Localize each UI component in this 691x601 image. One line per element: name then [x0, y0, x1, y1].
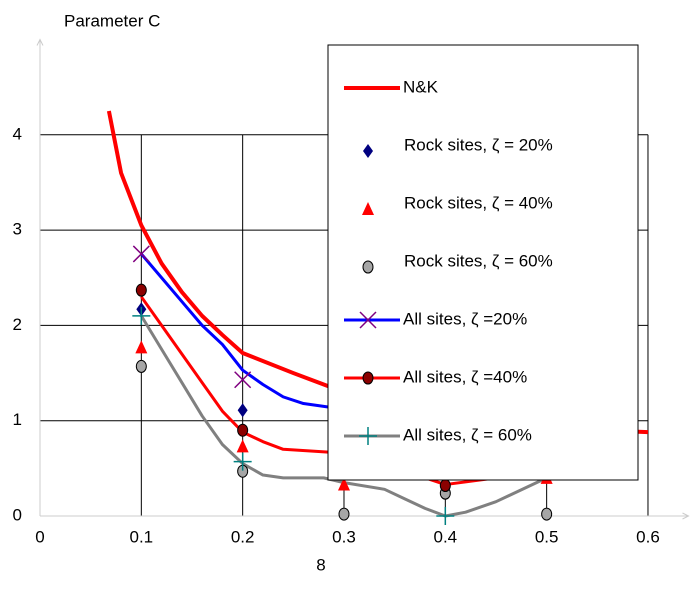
marker-circle	[135, 359, 147, 373]
marker-triangle	[337, 477, 350, 491]
y-tick-label: 4	[13, 124, 22, 143]
x-tick-label: 0.3	[332, 527, 356, 546]
legend: N&K Rock sites, ζ = 20% Rock sites, ζ = 40…	[327, 44, 639, 481]
legend-label: Rock sites, ζ = 60%	[404, 251, 553, 270]
marker-diamond	[237, 403, 248, 418]
marker-circle	[237, 423, 249, 437]
legend-label: N&K	[403, 77, 439, 96]
marker-triangle	[135, 340, 148, 354]
series-line	[140, 295, 548, 487]
x-axis-label: 8	[316, 555, 325, 574]
x-tick-label: 0.2	[231, 527, 255, 546]
marker-circle	[338, 507, 350, 521]
marker-circle	[362, 260, 374, 274]
marker-diamond	[363, 144, 373, 158]
x-tick-label: 0	[35, 527, 44, 546]
legend-label: Rock sites, ζ = 40%	[404, 193, 553, 212]
legend-label: Rock sites, ζ = 20%	[404, 135, 553, 154]
x-tick-label: 0.6	[636, 527, 660, 546]
y-tick-label: 3	[13, 220, 22, 239]
marker-plus	[132, 306, 151, 325]
marker-x	[359, 311, 377, 329]
marker-plus	[233, 452, 252, 471]
x-tick-label: 0.1	[130, 527, 154, 546]
marker-plus	[436, 507, 455, 525]
y-axis-arrow	[36, 38, 44, 46]
legend-label: All sites, ζ =40%	[403, 367, 527, 386]
marker-x	[234, 371, 252, 389]
marker-circle	[541, 507, 553, 521]
marker-triangle	[236, 439, 249, 453]
marker-x	[132, 245, 150, 263]
x-tick-label: 0.5	[535, 527, 559, 546]
x-tick-label: 0.4	[433, 527, 457, 546]
y-tick-label: 0	[13, 505, 22, 524]
marker-triangle	[362, 202, 374, 215]
series-line	[140, 252, 365, 415]
marker-plus	[359, 427, 377, 445]
y-axis-label: Parameter C	[64, 11, 160, 30]
marker-circle	[362, 371, 374, 385]
marker-circle	[135, 283, 147, 297]
y-tick-label: 1	[13, 410, 22, 429]
y-tick-label: 2	[13, 315, 22, 334]
marker-circle	[439, 479, 451, 493]
x-axis-arrow	[682, 512, 690, 520]
legend-label: All sites, ζ =20%	[403, 309, 527, 328]
series-line	[140, 315, 548, 518]
legend-box	[327, 44, 639, 481]
legend-label: All sites, ζ = 60%	[403, 425, 532, 444]
